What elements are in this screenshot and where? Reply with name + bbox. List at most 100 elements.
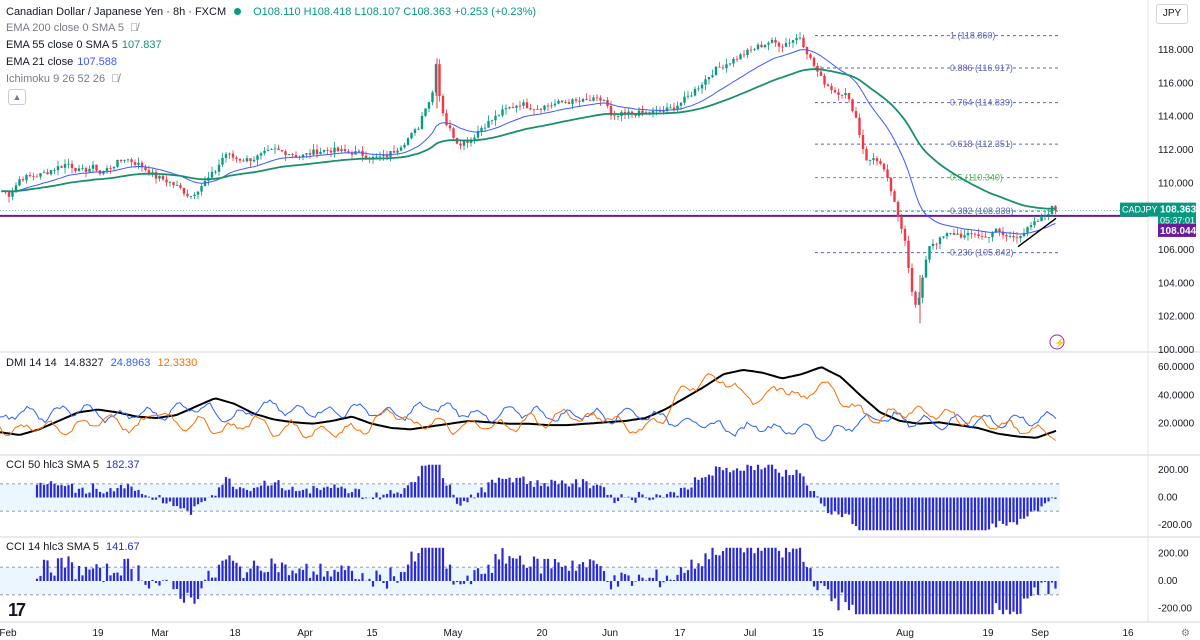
candle-body <box>917 297 921 305</box>
cci14-bar <box>616 581 620 587</box>
price-tick-label: 116.000 <box>1158 78 1194 89</box>
candle-body <box>721 67 725 69</box>
candle-body <box>319 151 322 155</box>
cci50-bar <box>81 487 84 498</box>
candle-body <box>1047 214 1050 216</box>
cci14-bar <box>144 581 147 585</box>
cci50-bar <box>333 484 336 498</box>
cci50-bar <box>658 495 662 498</box>
candle-body <box>725 64 728 69</box>
gear-icon[interactable]: ⚙ <box>1181 628 1190 639</box>
candle-body <box>1050 206 1054 215</box>
cci50-bar <box>536 480 539 498</box>
indicator-legend-ema21[interactable]: EMA 21 close 107.588 <box>6 56 117 68</box>
candle-body <box>907 240 910 269</box>
indicator-value: 107.837 <box>121 39 162 51</box>
symbol-legend[interactable]: Canadian Dollar / Japanese Yen · 8h · FX… <box>6 6 536 18</box>
cci14-bar <box>844 581 847 603</box>
candle-body <box>466 141 469 143</box>
candle-body <box>11 192 14 197</box>
cci14-bar <box>921 581 924 615</box>
indicator-legend-ichimoku[interactable]: Ichimoku 9 26 52 26 👁̸ <box>6 73 119 85</box>
candle-body <box>536 108 539 110</box>
cci50-bar <box>529 481 532 498</box>
cci50-bar <box>1036 497 1040 512</box>
time-axis-label: 15 <box>812 628 824 639</box>
tradingview-logo[interactable]: 17 <box>8 600 26 620</box>
cci14-bar <box>116 572 119 581</box>
cci50-bar <box>298 490 301 498</box>
cci50-bar <box>830 497 833 515</box>
dmi-legend[interactable]: DMI 14 14 14.8327 24.8963 12.3330 <box>6 357 197 369</box>
cci14-bar <box>914 581 917 615</box>
cci50-bar <box>858 497 861 531</box>
candle-body <box>991 232 994 238</box>
cci50-bar <box>501 478 504 498</box>
indicator-legend-ema200[interactable]: EMA 200 close 0 SMA 5 👁̸ <box>6 22 138 34</box>
candle-body <box>168 182 172 183</box>
cci14-bar <box>893 581 896 615</box>
candle-body <box>910 268 914 292</box>
price-tag <box>1158 202 1196 227</box>
cci50-bar <box>357 489 361 498</box>
fib-level-label: 0.5 (110.340) <box>950 173 1003 183</box>
cci14-bar <box>130 569 133 581</box>
candle-body <box>942 236 945 238</box>
candle-body <box>1005 235 1008 237</box>
candle-body <box>210 172 214 178</box>
candle-body <box>627 111 630 114</box>
eye-off-icon[interactable]: 👁̸ <box>130 22 139 34</box>
cci50-bar <box>144 495 147 498</box>
cci50-bar <box>879 497 882 531</box>
cci14-bar <box>158 581 161 586</box>
cci14-bar <box>151 579 154 581</box>
cci14-bar <box>931 581 935 615</box>
cci50-bar <box>151 497 154 500</box>
cci14-tick-label: -200.00 <box>1158 604 1192 615</box>
cci50-bar <box>970 497 973 531</box>
cci50-legend[interactable]: CCI 50 hlc3 SMA 5 182.37 <box>6 459 140 471</box>
cci50-bar <box>483 492 487 498</box>
cci50-bar <box>130 486 133 498</box>
cci14-bar <box>196 581 200 600</box>
eye-off-icon[interactable]: 👁̸ <box>111 73 120 85</box>
candle-body <box>595 97 599 99</box>
cci50-bar <box>403 488 406 498</box>
cci14-bar <box>917 581 921 615</box>
candle-body <box>263 150 266 154</box>
cci14-bar <box>613 575 616 581</box>
candle-body <box>924 259 928 278</box>
candle-body <box>417 128 420 130</box>
cci50-bar <box>112 491 116 498</box>
cci14-bar <box>385 581 389 589</box>
cci14-legend[interactable]: CCI 14 hlc3 SMA 5 141.67 <box>6 541 140 553</box>
cci14-bar <box>924 581 928 615</box>
lightning-icon: ⚡ <box>1054 337 1065 349</box>
price-tick-label: 104.000 <box>1158 278 1195 289</box>
cci50-bar <box>725 467 728 498</box>
candle-body <box>81 168 84 169</box>
chevron-up-icon[interactable]: ▲ <box>8 89 26 105</box>
cci14-bar <box>753 553 756 581</box>
candle-body <box>623 111 627 114</box>
cci14-bar <box>56 558 60 581</box>
time-axis-label: 20 <box>536 628 548 639</box>
cci14-bar <box>826 581 830 590</box>
cci14-bar <box>830 581 833 602</box>
cci14-bar <box>956 581 959 615</box>
cci14-bar <box>119 575 123 581</box>
indicator-legend-ema55[interactable]: EMA 55 close 0 SMA 5 107.837 <box>6 39 162 51</box>
cci50-bar <box>266 485 270 498</box>
candle-body <box>217 164 221 172</box>
cci50-bar <box>1012 497 1015 523</box>
cci14-bar <box>539 573 543 581</box>
candle-body <box>795 38 798 41</box>
cci50-bar <box>865 497 868 531</box>
cci50-bar <box>602 487 606 498</box>
cci14-bar <box>455 581 459 583</box>
currency-button[interactable]: JPY <box>1156 4 1188 24</box>
candle-body <box>508 107 511 109</box>
cci50-bar <box>931 497 935 531</box>
cci14-bar <box>53 575 56 581</box>
